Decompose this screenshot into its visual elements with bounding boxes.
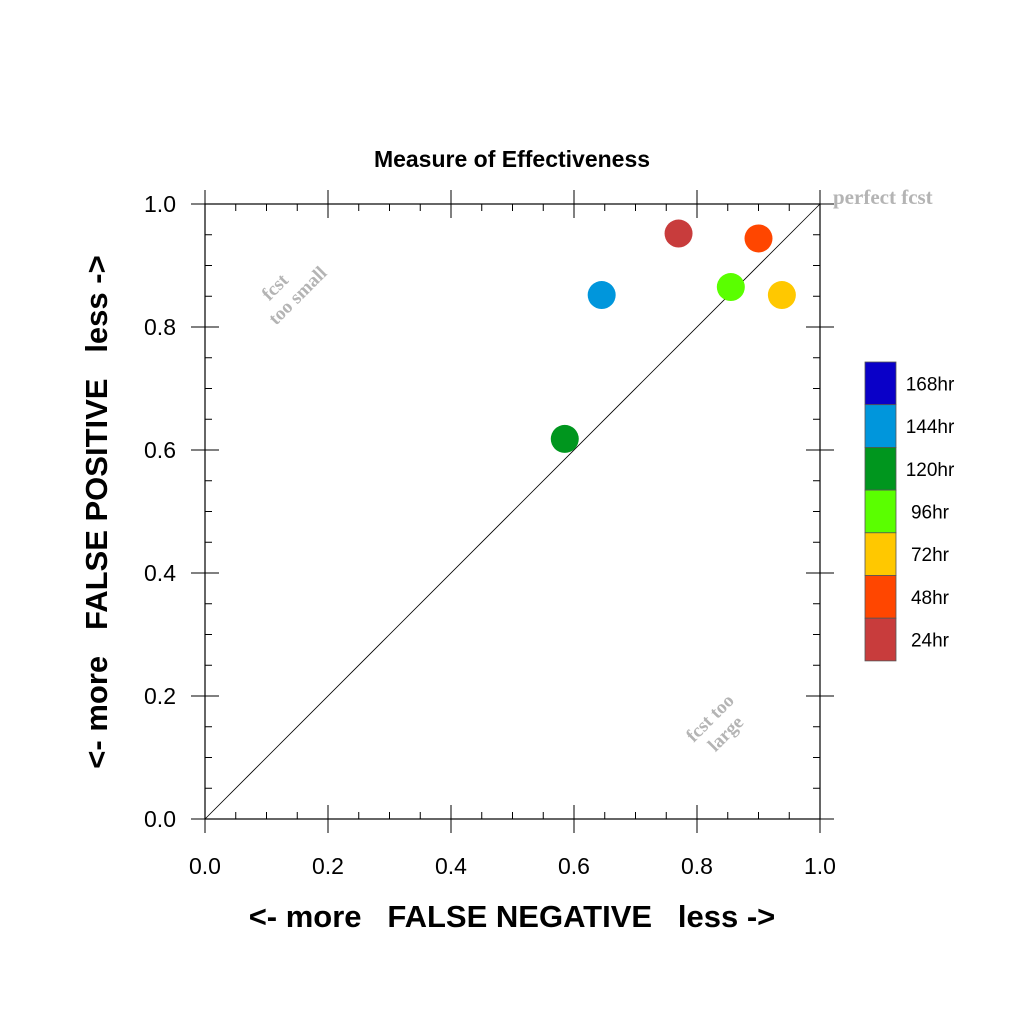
- y-tick-label: 1.0: [144, 191, 176, 217]
- x-tick-label: 0.8: [681, 853, 713, 879]
- legend-swatch-168hr: [864, 361, 897, 406]
- y-tick-label: 0.6: [144, 437, 176, 463]
- y-tick-label: 0.8: [144, 314, 176, 340]
- x-tick-label: 0.2: [312, 853, 344, 879]
- point-48hr: [744, 224, 773, 253]
- legend: 168hr 144hr 120hr 96hr 72hr 48hr 24hr: [864, 361, 955, 662]
- x-axis-label: <- more FALSE NEGATIVE less ->: [249, 899, 776, 934]
- annotation-perfect-fcst: perfect fcst: [833, 185, 933, 209]
- legend-label: 72hr: [911, 545, 950, 566]
- point-144hr: [587, 281, 616, 310]
- legend-label: 48hr: [911, 588, 950, 609]
- legend-label: 144hr: [906, 417, 955, 438]
- x-tick-labels: 0.0 0.2 0.4 0.6 0.8 1.0: [189, 853, 836, 879]
- y-axis-label: <- more FALSE POSITIVE less ->: [79, 255, 114, 768]
- legend-label: 168hr: [906, 374, 955, 395]
- legend-swatch-96hr: [864, 489, 897, 534]
- legend-swatch-120hr: [864, 446, 897, 491]
- chart-title: Measure of Effectiveness: [374, 146, 650, 172]
- ticks-group: [191, 190, 834, 833]
- y-tick-labels: 0.0 0.2 0.4 0.6 0.8 1.0: [144, 191, 176, 832]
- annotation-too-small: fcst too small: [258, 263, 331, 330]
- reference-line-group: [204, 203, 821, 820]
- legend-label: 120hr: [906, 460, 955, 481]
- point-120hr: [550, 424, 579, 453]
- legend-swatch-48hr: [864, 575, 897, 619]
- legend-label: 96hr: [911, 502, 950, 523]
- x-tick-label: 0.6: [558, 853, 590, 879]
- reference-line: [204, 203, 821, 820]
- x-tick-label: 0.0: [189, 853, 221, 879]
- y-tick-label: 0.4: [144, 560, 176, 586]
- legend-label: 24hr: [911, 631, 950, 652]
- data-points: [550, 219, 796, 453]
- point-96hr: [716, 273, 745, 302]
- x-tick-label: 1.0: [804, 853, 836, 879]
- point-72hr: [767, 281, 796, 310]
- y-tick-label: 0.2: [144, 683, 176, 709]
- point-24hr: [664, 219, 693, 248]
- legend-swatch-72hr: [864, 532, 897, 576]
- y-tick-label: 0.0: [144, 806, 176, 832]
- annotation-too-large: fcst too large: [682, 690, 748, 756]
- legend-swatch-24hr: [864, 617, 897, 662]
- legend-swatch-144hr: [864, 404, 897, 448]
- x-tick-label: 0.4: [435, 853, 467, 879]
